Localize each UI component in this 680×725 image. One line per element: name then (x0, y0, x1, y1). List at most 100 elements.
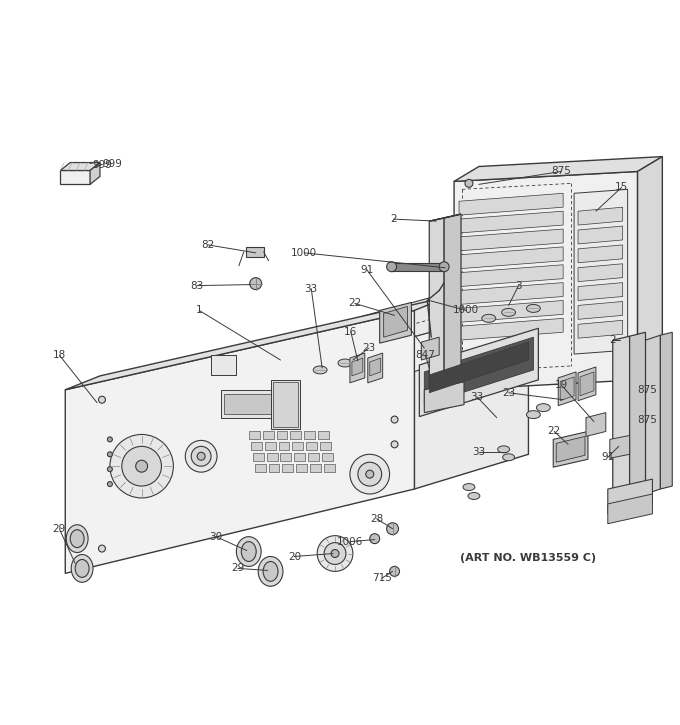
Text: 1006: 1006 (337, 536, 363, 547)
Circle shape (465, 179, 473, 187)
Text: (ART NO. WB13559 C): (ART NO. WB13559 C) (460, 553, 596, 563)
Polygon shape (424, 382, 464, 413)
Bar (249, 431, 260, 439)
Ellipse shape (537, 404, 550, 412)
Polygon shape (638, 157, 662, 380)
Circle shape (317, 536, 353, 571)
Ellipse shape (526, 410, 541, 418)
Bar (306, 442, 317, 450)
Polygon shape (608, 494, 652, 523)
Polygon shape (560, 377, 574, 401)
Ellipse shape (237, 536, 261, 566)
Text: 28: 28 (370, 514, 384, 523)
Ellipse shape (75, 560, 89, 577)
Polygon shape (368, 353, 383, 383)
Ellipse shape (70, 530, 84, 547)
Polygon shape (414, 262, 563, 310)
Polygon shape (424, 337, 533, 405)
Polygon shape (61, 162, 100, 170)
Text: 30: 30 (209, 531, 222, 542)
Bar (308, 453, 319, 461)
Polygon shape (574, 189, 628, 354)
Text: 875: 875 (638, 415, 658, 425)
Text: 91: 91 (360, 265, 373, 275)
Polygon shape (556, 436, 585, 463)
Polygon shape (422, 337, 439, 360)
Polygon shape (610, 436, 630, 458)
Text: 715: 715 (372, 573, 392, 584)
Bar (310, 464, 321, 472)
Polygon shape (459, 318, 563, 340)
Circle shape (122, 447, 161, 486)
Polygon shape (630, 332, 645, 489)
Polygon shape (420, 328, 539, 417)
Polygon shape (429, 342, 528, 393)
Ellipse shape (71, 555, 93, 582)
Polygon shape (444, 214, 461, 390)
Circle shape (387, 523, 398, 534)
Text: 22: 22 (547, 426, 561, 436)
Ellipse shape (313, 366, 327, 374)
Polygon shape (578, 320, 623, 338)
Ellipse shape (241, 542, 256, 561)
Bar (322, 453, 333, 461)
Ellipse shape (503, 454, 515, 461)
Bar (251, 442, 262, 450)
Circle shape (331, 550, 339, 558)
Text: 22: 22 (348, 299, 362, 308)
Text: 847: 847 (415, 350, 435, 360)
Circle shape (370, 534, 379, 544)
Polygon shape (660, 332, 673, 489)
Polygon shape (429, 218, 444, 393)
Bar (253, 453, 264, 461)
Bar (221, 390, 275, 418)
Polygon shape (645, 335, 660, 494)
Circle shape (185, 440, 217, 472)
Text: 19: 19 (555, 380, 568, 390)
Circle shape (390, 566, 400, 576)
Polygon shape (578, 264, 623, 281)
Text: 29: 29 (52, 523, 66, 534)
Circle shape (391, 416, 398, 423)
Text: 1000: 1000 (453, 305, 479, 315)
Circle shape (350, 455, 390, 494)
Ellipse shape (468, 492, 480, 500)
Circle shape (110, 434, 173, 498)
Bar (304, 431, 316, 439)
Text: 875: 875 (551, 167, 571, 176)
Polygon shape (578, 283, 623, 300)
Circle shape (387, 262, 396, 272)
Bar (269, 464, 279, 472)
Polygon shape (379, 302, 411, 343)
Polygon shape (578, 245, 623, 262)
Circle shape (99, 545, 105, 552)
Polygon shape (65, 297, 449, 390)
Polygon shape (613, 336, 630, 493)
Ellipse shape (498, 446, 509, 453)
Polygon shape (586, 413, 606, 436)
Circle shape (107, 437, 112, 442)
Bar (277, 431, 288, 439)
Text: 29: 29 (231, 563, 245, 573)
Text: 15: 15 (615, 183, 628, 192)
Bar (265, 442, 275, 450)
Polygon shape (578, 302, 623, 319)
Polygon shape (580, 372, 594, 396)
Text: 91: 91 (601, 452, 615, 463)
Ellipse shape (258, 557, 283, 587)
Text: 23: 23 (502, 388, 515, 398)
Circle shape (107, 481, 112, 486)
Polygon shape (352, 358, 363, 376)
Text: 18: 18 (52, 350, 66, 360)
Bar (318, 431, 329, 439)
Bar (294, 453, 305, 461)
Polygon shape (61, 170, 90, 184)
Text: 3: 3 (515, 281, 522, 291)
Ellipse shape (502, 308, 515, 316)
Bar (255, 464, 266, 472)
Polygon shape (459, 247, 563, 269)
Bar (292, 442, 303, 450)
Polygon shape (459, 300, 563, 323)
Text: 82: 82 (201, 240, 215, 250)
Polygon shape (65, 310, 414, 573)
